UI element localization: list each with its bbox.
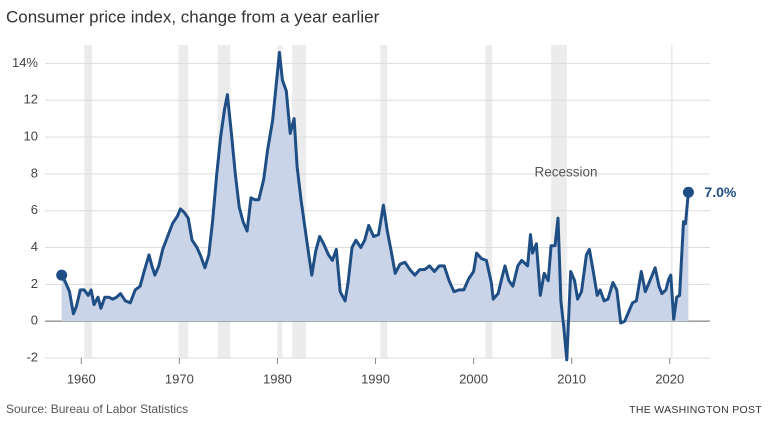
y-tick-label: 12	[24, 92, 38, 107]
x-tick-label: 2020	[655, 371, 684, 386]
recession-band	[178, 45, 189, 358]
end-label: 7.0%	[704, 184, 736, 200]
source: Source: Bureau of Labor Statistics	[6, 402, 188, 416]
y-tick-label: 4	[31, 239, 38, 254]
area	[61, 52, 689, 360]
x-tick-label: 1960	[67, 371, 96, 386]
x-tick-label: 1990	[361, 371, 390, 386]
x-tick-label: 2010	[557, 371, 586, 386]
y-tick-label: -2	[26, 349, 38, 364]
recession-band	[380, 45, 388, 358]
y-tick-label: 10	[24, 128, 38, 143]
line	[60, 50, 690, 362]
y-tick-label: 2	[31, 276, 38, 291]
recession-band	[670, 45, 673, 358]
x-tick-label: 2000	[459, 371, 488, 386]
recession-band	[485, 45, 493, 358]
y-tick-label: 6	[31, 202, 38, 217]
end-dot	[56, 269, 68, 281]
x-tick-label: 1980	[263, 371, 292, 386]
end-dot	[682, 186, 694, 198]
y-tick-label: 0	[31, 313, 38, 328]
chart-title: Consumer price index, change from a year…	[6, 7, 380, 26]
y-tick-label: 8	[31, 165, 38, 180]
recession-label: Recession	[534, 165, 597, 180]
y-tick-label: 14%	[12, 55, 38, 70]
credit: THE WASHINGTON POST	[629, 404, 762, 416]
x-tick-label: 1970	[165, 371, 194, 386]
recession-band	[84, 45, 93, 358]
